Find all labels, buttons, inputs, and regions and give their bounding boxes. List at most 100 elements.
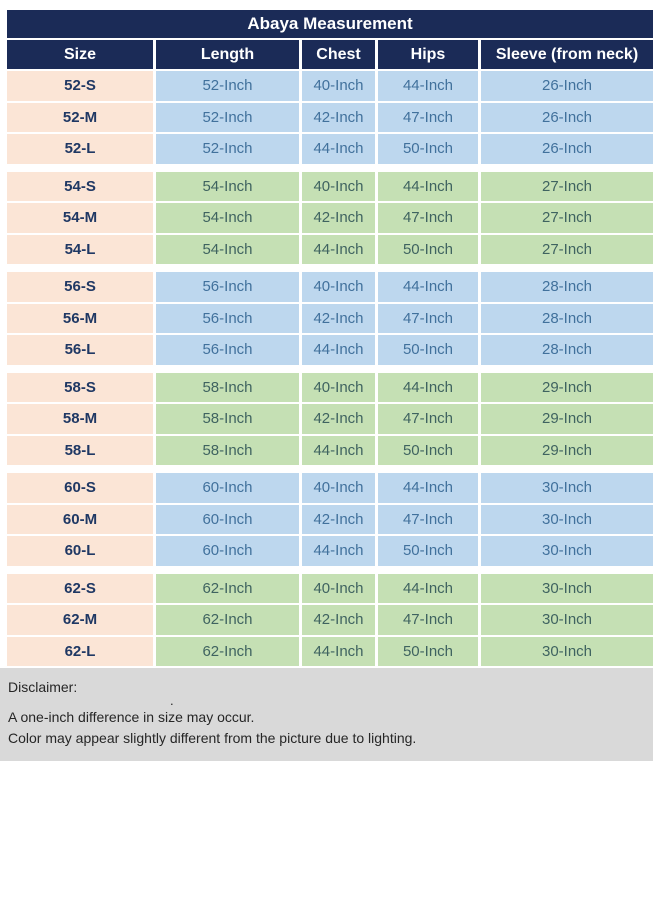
length-cell: 60-Inch [156,536,302,568]
size-cell: 60-S [7,473,156,505]
chest-cell: 42-Inch [302,504,378,536]
size-cell: 54-S [7,171,156,203]
sleeve-cell: 30-Inch [481,473,654,505]
table-row: 56-L 56-Inch 44-Inch 50-Inch 28-Inch [7,335,654,367]
table-body: 52-S 52-Inch 40-Inch 44-Inch 26-Inch 52-M 52-I… [7,71,654,668]
size-cell: 62-L [7,636,156,668]
size-cell: 54-M [7,203,156,235]
size-cell: 52-S [7,71,156,103]
table-row: 58-S 58-Inch 40-Inch 44-Inch 29-Inch [7,372,654,404]
size-cell: 58-M [7,404,156,436]
table-title: Abaya Measurement [7,10,654,40]
chest-cell: 40-Inch [302,272,378,304]
table-title-row: Abaya Measurement [7,10,654,40]
sleeve-cell: 26-Inch [481,102,654,134]
sleeve-cell: 27-Inch [481,171,654,203]
chest-cell: 42-Inch [302,102,378,134]
sleeve-cell: 27-Inch [481,234,654,266]
length-cell: 54-Inch [156,234,302,266]
chest-cell: 42-Inch [302,404,378,436]
size-cell: 52-M [7,102,156,134]
table-row: 62-M 62-Inch 42-Inch 47-Inch 30-Inch [7,605,654,637]
chest-cell: 44-Inch [302,636,378,668]
size-cell: 58-L [7,435,156,467]
group-separator-cell [7,165,654,172]
sleeve-cell: 29-Inch [481,435,654,467]
length-cell: 54-Inch [156,171,302,203]
chest-cell: 42-Inch [302,203,378,235]
length-cell: 54-Inch [156,203,302,235]
disclaimer-line-1: A one-inch difference in size may occur. [8,709,255,725]
table-row: 60-M 60-Inch 42-Inch 47-Inch 30-Inch [7,504,654,536]
length-cell: 58-Inch [156,435,302,467]
table-row: 60-S 60-Inch 40-Inch 44-Inch 30-Inch [7,473,654,505]
length-cell: 58-Inch [156,404,302,436]
length-cell: 56-Inch [156,303,302,335]
chest-cell: 40-Inch [302,573,378,605]
sleeve-cell: 28-Inch [481,272,654,304]
table-row: 54-L 54-Inch 44-Inch 50-Inch 27-Inch [7,234,654,266]
hips-cell: 50-Inch [378,536,481,568]
length-cell: 56-Inch [156,335,302,367]
length-cell: 52-Inch [156,102,302,134]
group-separator [7,266,654,272]
size-cell: 62-S [7,573,156,605]
hips-cell: 44-Inch [378,473,481,505]
chest-cell: 42-Inch [302,605,378,637]
size-cell: 62-M [7,605,156,637]
length-cell: 62-Inch [156,605,302,637]
hips-cell: 47-Inch [378,504,481,536]
group-separator-cell [7,266,654,272]
length-cell: 60-Inch [156,504,302,536]
column-header-chest: Chest [302,40,378,71]
hips-cell: 44-Inch [378,372,481,404]
sleeve-cell: 30-Inch [481,504,654,536]
sleeve-cell: 30-Inch [481,605,654,637]
chest-cell: 44-Inch [302,536,378,568]
hips-cell: 50-Inch [378,134,481,166]
table-row: 52-M 52-Inch 42-Inch 47-Inch 26-Inch [7,102,654,134]
size-cell: 54-L [7,234,156,266]
table-row: 62-L 62-Inch 44-Inch 50-Inch 30-Inch [7,636,654,668]
length-cell: 62-Inch [156,573,302,605]
group-separator-cell [7,467,654,473]
length-cell: 58-Inch [156,372,302,404]
column-header-row: Size Length Chest Hips Sleeve (from neck… [7,40,654,71]
disclaimer-heading: Disclaimer: [8,679,78,695]
sleeve-cell: 27-Inch [481,203,654,235]
chest-cell: 40-Inch [302,171,378,203]
column-header-length: Length [156,40,302,71]
chest-cell: 40-Inch [302,473,378,505]
sleeve-cell: 30-Inch [481,536,654,568]
table-row: 58-L 58-Inch 44-Inch 50-Inch 29-Inch [7,435,654,467]
abaya-measurement-table: Abaya Measurement Size Length Chest Hips… [7,10,654,668]
chest-cell: 44-Inch [302,435,378,467]
sleeve-cell: 30-Inch [481,573,654,605]
hips-cell: 47-Inch [378,404,481,436]
group-separator-cell [7,366,654,373]
length-cell: 52-Inch [156,134,302,166]
table-row: 52-S 52-Inch 40-Inch 44-Inch 26-Inch [7,71,654,103]
disclaimer-line-2: Color may appear slightly different from… [8,730,417,746]
table-row: 62-S 62-Inch 40-Inch 44-Inch 30-Inch [7,573,654,605]
size-cell: 56-L [7,335,156,367]
size-cell: 56-M [7,303,156,335]
sleeve-cell: 26-Inch [481,134,654,166]
hips-cell: 50-Inch [378,435,481,467]
length-cell: 62-Inch [156,636,302,668]
size-cell: 60-L [7,536,156,568]
length-cell: 56-Inch [156,272,302,304]
column-header-hips: Hips [378,40,481,71]
hips-cell: 47-Inch [378,303,481,335]
column-header-size: Size [7,40,156,71]
chest-cell: 40-Inch [302,71,378,103]
sleeve-cell: 29-Inch [481,372,654,404]
hips-cell: 44-Inch [378,171,481,203]
sleeve-cell: 28-Inch [481,303,654,335]
table-row: 56-M 56-Inch 42-Inch 47-Inch 28-Inch [7,303,654,335]
stray-dot: . [170,693,174,708]
size-cell: 58-S [7,372,156,404]
group-separator-cell [7,567,654,574]
hips-cell: 44-Inch [378,272,481,304]
